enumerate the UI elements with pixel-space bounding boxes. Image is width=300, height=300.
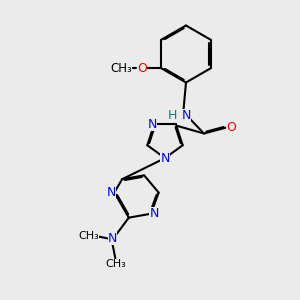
- Text: O: O: [226, 121, 236, 134]
- Text: N: N: [148, 118, 157, 131]
- Text: O: O: [137, 62, 147, 75]
- Text: N: N: [160, 152, 170, 165]
- Text: H: H: [168, 109, 177, 122]
- Text: CH₃: CH₃: [78, 231, 99, 241]
- Text: N: N: [107, 186, 116, 199]
- Text: CH₃: CH₃: [110, 62, 132, 75]
- Text: N: N: [181, 109, 191, 122]
- Text: N: N: [108, 232, 117, 245]
- Text: CH₃: CH₃: [105, 259, 126, 269]
- Text: N: N: [149, 207, 159, 220]
